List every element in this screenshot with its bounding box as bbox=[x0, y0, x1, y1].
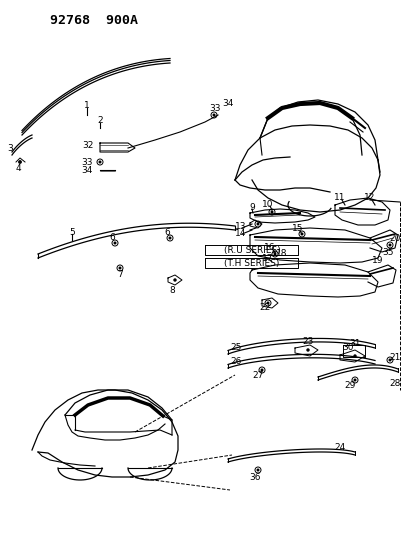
Circle shape bbox=[306, 349, 308, 351]
Circle shape bbox=[261, 369, 262, 371]
Circle shape bbox=[19, 161, 21, 163]
Text: 20: 20 bbox=[388, 233, 400, 243]
Text: 18: 18 bbox=[275, 248, 287, 257]
Text: 17: 17 bbox=[261, 254, 273, 262]
Text: 12: 12 bbox=[363, 192, 375, 201]
Text: 21: 21 bbox=[388, 352, 400, 361]
Text: 13: 13 bbox=[235, 222, 246, 230]
Text: 15: 15 bbox=[292, 223, 303, 232]
Text: 28: 28 bbox=[388, 378, 400, 387]
Text: 16: 16 bbox=[263, 243, 275, 252]
Text: 25: 25 bbox=[230, 343, 241, 352]
Text: 27: 27 bbox=[252, 372, 263, 381]
Circle shape bbox=[256, 223, 258, 225]
Text: 11: 11 bbox=[333, 192, 345, 201]
Text: 4: 4 bbox=[15, 164, 21, 173]
Text: 30: 30 bbox=[342, 343, 353, 352]
Text: 5: 5 bbox=[69, 228, 75, 237]
Circle shape bbox=[173, 279, 176, 281]
Text: 6: 6 bbox=[109, 232, 114, 241]
Text: 29: 29 bbox=[344, 382, 355, 391]
Text: 7: 7 bbox=[117, 270, 123, 279]
Text: 33: 33 bbox=[81, 157, 93, 166]
Circle shape bbox=[256, 469, 258, 471]
Text: 10: 10 bbox=[261, 199, 273, 208]
Text: 34: 34 bbox=[222, 99, 233, 108]
Circle shape bbox=[301, 233, 302, 235]
Text: 3: 3 bbox=[7, 143, 13, 152]
Text: 8: 8 bbox=[169, 286, 174, 295]
Text: 34: 34 bbox=[81, 166, 93, 174]
Circle shape bbox=[271, 211, 272, 213]
Text: 1: 1 bbox=[84, 101, 90, 109]
Circle shape bbox=[273, 253, 275, 255]
Circle shape bbox=[388, 359, 390, 361]
Text: 33: 33 bbox=[209, 103, 220, 112]
Circle shape bbox=[169, 237, 171, 239]
Circle shape bbox=[354, 379, 355, 381]
Text: 19: 19 bbox=[371, 255, 383, 264]
Circle shape bbox=[388, 244, 390, 246]
Circle shape bbox=[353, 355, 355, 357]
Text: 24: 24 bbox=[334, 443, 345, 453]
Text: 32: 32 bbox=[83, 141, 94, 149]
Text: 36: 36 bbox=[249, 472, 260, 481]
Text: (R.U SERIES): (R.U SERIES) bbox=[223, 246, 280, 254]
Circle shape bbox=[114, 242, 116, 244]
Circle shape bbox=[266, 302, 268, 304]
Text: 14: 14 bbox=[235, 229, 246, 238]
Text: 9: 9 bbox=[249, 203, 254, 212]
Text: 23: 23 bbox=[301, 337, 313, 346]
Text: 26: 26 bbox=[230, 358, 241, 367]
Circle shape bbox=[213, 114, 214, 116]
Text: 2: 2 bbox=[97, 116, 102, 125]
Text: 35: 35 bbox=[381, 247, 393, 256]
Circle shape bbox=[99, 161, 100, 163]
Text: (T.H SERIES): (T.H SERIES) bbox=[224, 259, 279, 268]
Text: 92768  900A: 92768 900A bbox=[50, 14, 138, 27]
Text: 31: 31 bbox=[349, 340, 360, 349]
Text: 6: 6 bbox=[164, 228, 169, 237]
Circle shape bbox=[119, 267, 121, 269]
Text: 22: 22 bbox=[259, 303, 270, 311]
